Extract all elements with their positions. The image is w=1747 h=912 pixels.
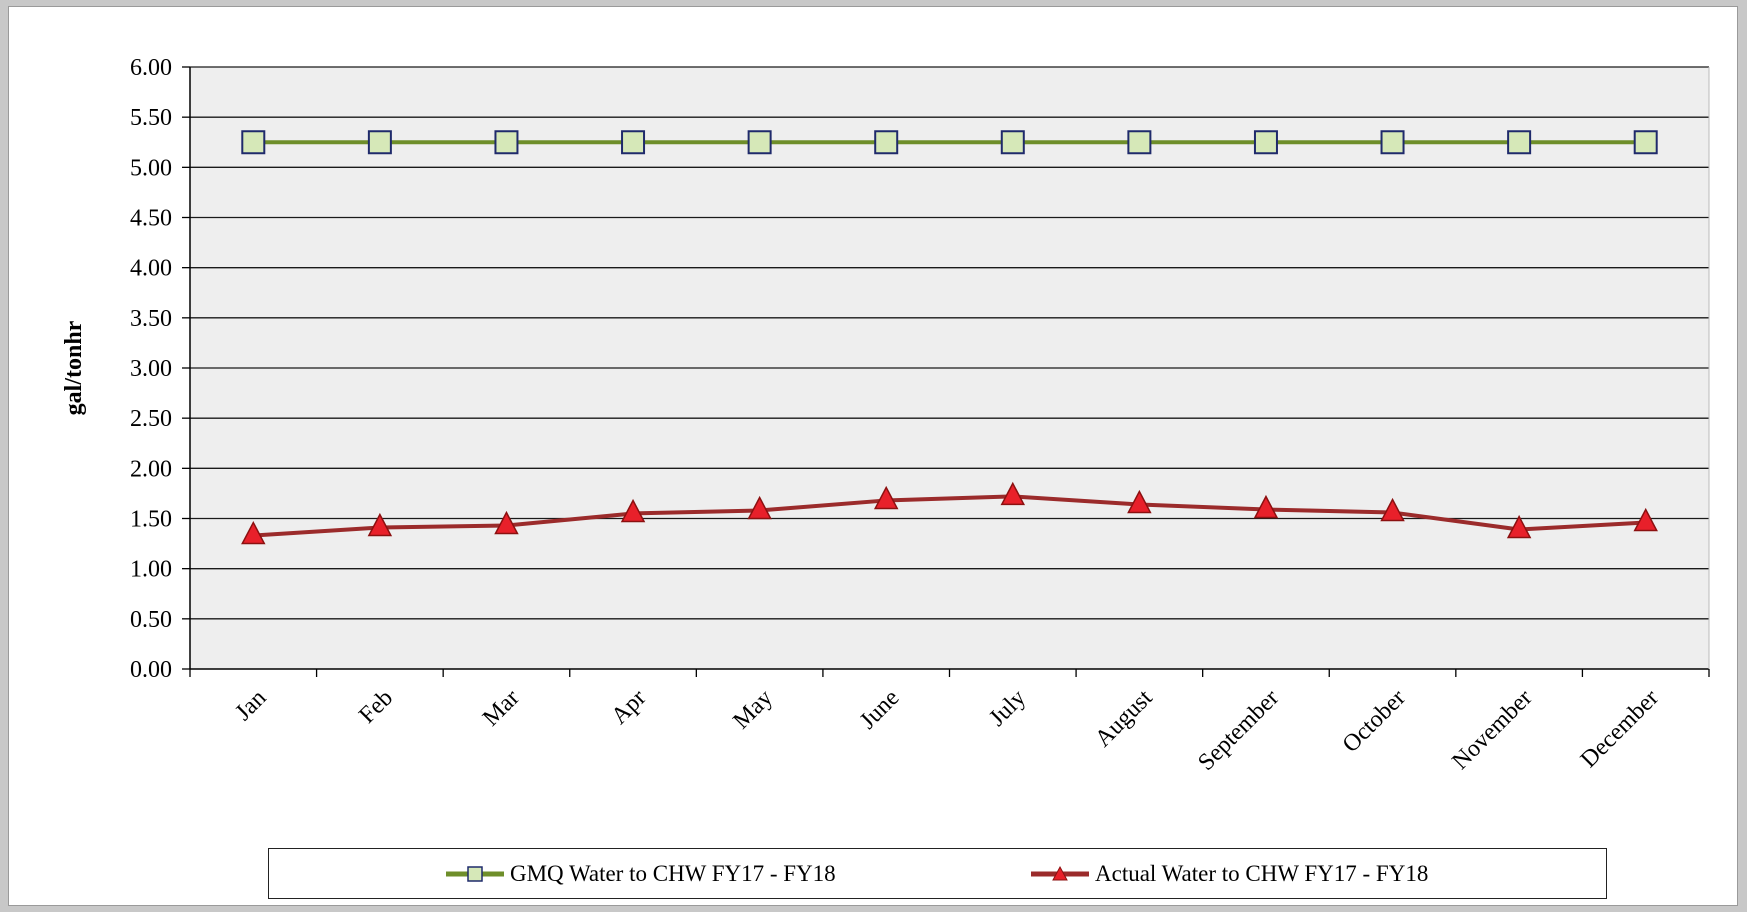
- data-point: [1506, 514, 1532, 539]
- chart-frame: 0.00 0.50 1.00 1.50 2.00 2.50 3.00 3.50 4.00 4.50…: [8, 6, 1738, 906]
- x-tick-labels: Jan Feb Mar Apr May June July August September Oc…: [231, 685, 1664, 776]
- x-tick-label: December: [1576, 685, 1664, 773]
- y-tick-label: 3.00: [130, 356, 172, 382]
- data-point: [1633, 130, 1658, 155]
- y-tick-labels: 0.00 0.50 1.00 1.50 2.00 2.50 3.00 3.50 4.00 4.50…: [130, 55, 172, 683]
- data-point: [873, 485, 899, 510]
- data-point: [1000, 481, 1026, 506]
- data-point: [241, 130, 266, 155]
- x-tick-label: Jan: [231, 685, 272, 726]
- data-point: [367, 512, 393, 537]
- legend-swatch-gmq: [446, 865, 504, 882]
- y-tick-label: 3.50: [130, 306, 172, 332]
- legend-label-actual: Actual Water to CHW FY17 - FY18: [1095, 860, 1429, 886]
- y-tick-label: 0.00: [130, 657, 172, 683]
- data-point: [747, 130, 772, 155]
- y-tick-label: 4.00: [130, 256, 172, 282]
- data-point: [621, 130, 646, 155]
- y-tick-label: 1.00: [130, 557, 172, 583]
- series-line: [253, 494, 1646, 538]
- data-point: [620, 498, 646, 523]
- y-tick-label: 2.50: [130, 406, 172, 432]
- x-tick-label: August: [1090, 685, 1158, 753]
- data-point: [494, 130, 519, 155]
- gridlines: [182, 66, 1709, 670]
- data-point: [1380, 130, 1405, 155]
- data-point: [1253, 494, 1279, 519]
- data-point: [1507, 130, 1532, 155]
- data-point: [1633, 507, 1658, 532]
- x-tick-label: November: [1447, 685, 1537, 775]
- data-point: [1253, 130, 1278, 155]
- data-point: [241, 520, 266, 545]
- data-point: [1380, 497, 1405, 522]
- y-tick-label: 4.50: [130, 206, 172, 232]
- data-point: [1127, 130, 1152, 155]
- y-tick-label: 6.00: [130, 55, 172, 81]
- legend-item-gmq: GMQ Water to CHW FY17 - FY18: [444, 849, 836, 898]
- y-tick-label: 1.50: [130, 507, 172, 533]
- y-tick-label: 5.50: [130, 105, 172, 131]
- x-tick-label: May: [728, 685, 777, 734]
- data-point: [874, 130, 899, 155]
- x-tick-label: Feb: [354, 685, 398, 729]
- legend-swatch-actual: [1031, 865, 1089, 880]
- axes: [189, 67, 1710, 677]
- line-chart: 0.00 0.50 1.00 1.50 2.00 2.50 3.00 3.50 4.00 4.50…: [61, 55, 1710, 776]
- data-point: [747, 495, 772, 520]
- series-1: [241, 481, 1658, 545]
- x-tick-label: June: [855, 685, 904, 734]
- y-tick-label: 2.00: [130, 456, 172, 482]
- series-group: [241, 130, 1658, 545]
- data-point: [494, 510, 519, 535]
- data-point: [1127, 489, 1152, 514]
- x-tick-label: October: [1338, 685, 1411, 758]
- x-tick-label: September: [1193, 685, 1284, 776]
- data-point: [1000, 130, 1025, 155]
- legend: GMQ Water to CHW FY17 - FY18 Actual Wate…: [268, 848, 1607, 899]
- x-tick-label: Mar: [478, 685, 525, 732]
- x-tick-label: July: [984, 685, 1031, 732]
- data-point: [367, 130, 392, 155]
- x-tick-label: Apr: [607, 685, 652, 730]
- legend-item-actual: Actual Water to CHW FY17 - FY18: [1029, 849, 1428, 898]
- y-tick-label: 0.50: [130, 607, 172, 633]
- y-tick-label: 5.00: [130, 155, 172, 181]
- series-0: [241, 130, 1658, 155]
- y-axis-title: gal/tonhr: [61, 320, 87, 415]
- legend-label-gmq: GMQ Water to CHW FY17 - FY18: [510, 860, 836, 886]
